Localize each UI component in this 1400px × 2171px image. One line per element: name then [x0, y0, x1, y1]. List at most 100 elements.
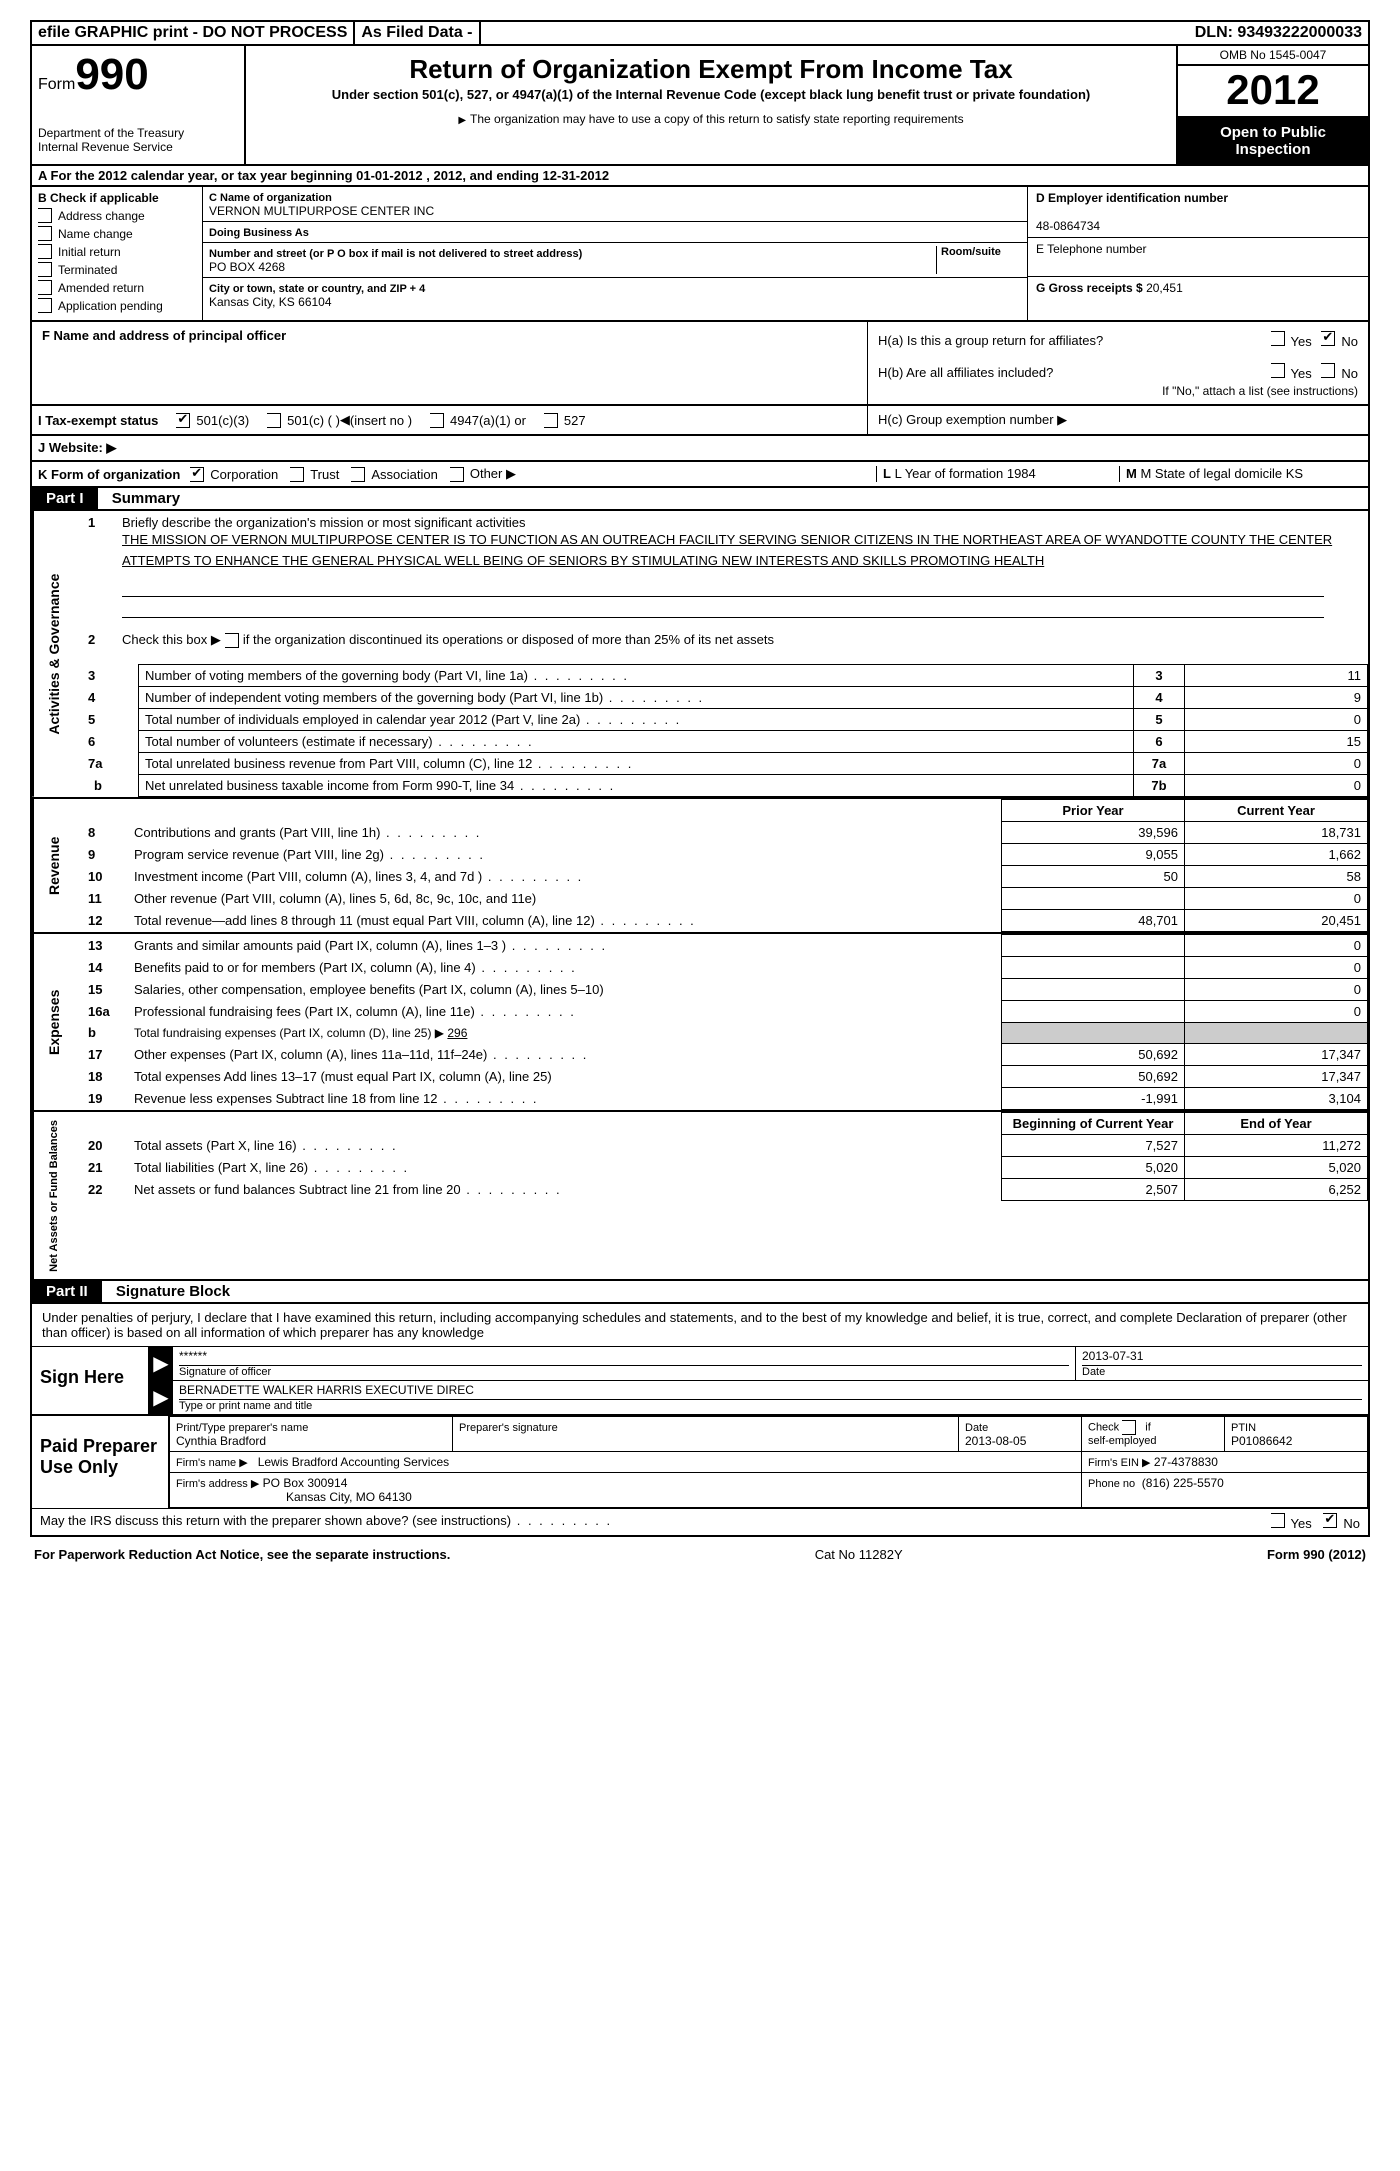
checkbox-initial-return[interactable]: [38, 244, 52, 259]
checkbox-hb-yes[interactable]: [1271, 363, 1285, 378]
checkbox-ha-no[interactable]: [1321, 331, 1335, 346]
asfiled: As Filed Data -: [355, 22, 480, 44]
name-title-label: Type or print name and title: [179, 1399, 1362, 1412]
sign-here-label: Sign Here: [32, 1347, 149, 1414]
room-label: Room/suite: [937, 246, 1021, 274]
form-word: Form: [38, 76, 75, 93]
firm-addr1: PO Box 300914: [263, 1476, 348, 1490]
dept-line2: Internal Revenue Service: [38, 140, 238, 154]
firm-addr2: Kansas City, MO 64130: [286, 1490, 412, 1504]
dept-line1: Department of the Treasury: [38, 126, 238, 140]
form-number: 990: [75, 50, 148, 99]
checkbox-amended[interactable]: [38, 280, 52, 295]
e-label: E Telephone number: [1036, 242, 1147, 256]
arrow-icon: ▶: [149, 1347, 173, 1380]
checkbox-discuss-no[interactable]: [1323, 1513, 1337, 1528]
org-name: VERNON MULTIPURPOSE CENTER INC: [209, 204, 434, 218]
checkbox-discuss-yes[interactable]: [1271, 1513, 1285, 1528]
checkbox-address-change[interactable]: [38, 208, 52, 223]
j-label: J Website: ▶: [38, 440, 116, 456]
checkbox-discontinued[interactable]: [225, 633, 239, 648]
expenses-label: Expenses: [32, 934, 74, 1110]
date-label: Date: [1082, 1365, 1362, 1378]
declaration-text: Under penalties of perjury, I declare th…: [32, 1304, 1368, 1346]
dba-label: Doing Business As: [209, 227, 309, 239]
blank-line: [122, 603, 1324, 618]
checkbox-self-employed[interactable]: [1122, 1420, 1136, 1435]
c-name-label: C Name of organization: [209, 192, 332, 204]
firm-ein: 27-4378830: [1154, 1455, 1218, 1469]
revenue-table: Prior YearCurrent Year 8Contributions an…: [74, 799, 1368, 932]
form-header: Form990 Department of the Treasury Inter…: [30, 46, 1370, 166]
signature-stars: ******: [179, 1349, 207, 1363]
city-label: City or town, state or country, and ZIP …: [209, 283, 425, 295]
checkbox-ha-yes[interactable]: [1271, 331, 1285, 346]
checkbox-name-change[interactable]: [38, 226, 52, 241]
checkbox-trust[interactable]: [290, 467, 304, 482]
revenue-label: Revenue: [32, 799, 74, 932]
g-label: G Gross receipts $: [1036, 281, 1143, 295]
efile-notice: efile GRAPHIC print - DO NOT PROCESS: [32, 22, 355, 44]
netassets-table: Beginning of Current YearEnd of Year 20T…: [74, 1112, 1368, 1201]
preparer-name: Cynthia Bradford: [176, 1434, 266, 1448]
section-bcde: B Check if applicable Address change Nam…: [30, 187, 1370, 322]
ptin: P01086642: [1231, 1434, 1292, 1448]
part-ii-header: Part II Signature Block: [30, 1281, 1370, 1304]
b-header: B Check if applicable: [38, 191, 196, 205]
checkbox-501c3[interactable]: [176, 413, 190, 428]
omb-number: OMB No 1545-0047: [1178, 46, 1368, 66]
m-state: M M State of legal domicile KS: [1119, 466, 1362, 482]
footer: For Paperwork Reduction Act Notice, see …: [30, 1537, 1370, 1572]
governance-table: 3Number of voting members of the governi…: [74, 664, 1368, 797]
hc-label: H(c) Group exemption number ▶: [878, 412, 1067, 427]
mission-text: THE MISSION OF VERNON MULTIPURPOSE CENTE…: [122, 532, 1332, 568]
checkbox-4947[interactable]: [430, 413, 444, 428]
checkbox-terminated[interactable]: [38, 262, 52, 277]
checkbox-other[interactable]: [450, 467, 464, 482]
expenses-table: 13Grants and similar amounts paid (Part …: [74, 934, 1368, 1110]
summary-netassets: Net Assets or Fund Balances Beginning of…: [30, 1112, 1370, 1282]
discuss-question: May the IRS discuss this return with the…: [40, 1513, 612, 1531]
org-address: PO BOX 4268: [209, 260, 285, 274]
ha-label: H(a) Is this a group return for affiliat…: [878, 333, 1103, 348]
firm-phone: (816) 225-5570: [1142, 1476, 1224, 1490]
checkbox-501c[interactable]: [267, 413, 281, 428]
checkbox-assoc[interactable]: [351, 467, 365, 482]
checkbox-hb-no[interactable]: [1321, 363, 1335, 378]
addr-label: Number and street (or P O box if mail is…: [209, 248, 582, 260]
paid-preparer-block: Paid Preparer Use Only Print/Type prepar…: [30, 1416, 1370, 1537]
preparer-table: Print/Type preparer's name Cynthia Bradf…: [169, 1416, 1368, 1508]
governance-label: Activities & Governance: [32, 511, 74, 797]
summary-governance: Activities & Governance 1 Briefly descri…: [30, 511, 1370, 799]
section-j: J Website: ▶: [30, 436, 1370, 462]
gross-receipts: 20,451: [1146, 281, 1183, 295]
summary-expenses: Expenses 13Grants and similar amounts pa…: [30, 934, 1370, 1112]
checkbox-app-pending[interactable]: [38, 298, 52, 313]
org-city: Kansas City, KS 66104: [209, 295, 332, 309]
footer-mid: Cat No 11282Y: [815, 1547, 903, 1562]
f-label: F Name and address of principal officer: [42, 328, 286, 343]
firm-name: Lewis Bradford Accounting Services: [258, 1455, 449, 1469]
blank-line: [122, 582, 1324, 597]
open-to-public: Open to Public Inspection: [1178, 118, 1368, 164]
hb-label: H(b) Are all affiliates included?: [878, 365, 1053, 380]
tax-year: 2012: [1178, 66, 1368, 118]
form-subtitle: Under section 501(c), 527, or 4947(a)(1)…: [252, 87, 1170, 102]
line1-label: Briefly describe the organization's miss…: [122, 515, 525, 530]
checkbox-527[interactable]: [544, 413, 558, 428]
l-year: L L Year of formation 1984: [876, 466, 1119, 482]
checkbox-corp[interactable]: [190, 467, 204, 482]
signature-label: Signature of officer: [179, 1365, 1069, 1378]
section-a: A For the 2012 calendar year, or tax yea…: [30, 166, 1370, 187]
footer-right: Form 990 (2012): [1267, 1547, 1366, 1562]
form-note: The organization may have to use a copy …: [252, 112, 1170, 126]
footer-left: For Paperwork Reduction Act Notice, see …: [34, 1547, 450, 1562]
summary-revenue: Revenue Prior YearCurrent Year 8Contribu…: [30, 799, 1370, 934]
line2-text: Check this box ▶if the organization disc…: [122, 632, 774, 647]
part-i-header: Part I Summary: [30, 488, 1370, 511]
ein: 48-0864734: [1036, 219, 1100, 233]
section-i-hc: I Tax-exempt status 501(c)(3) 501(c) ( )…: [30, 406, 1370, 436]
i-label: I Tax-exempt status: [38, 413, 158, 428]
d-label: D Employer identification number: [1036, 191, 1228, 205]
sign-here-block: Sign Here ▶ ****** Signature of officer …: [30, 1347, 1370, 1416]
